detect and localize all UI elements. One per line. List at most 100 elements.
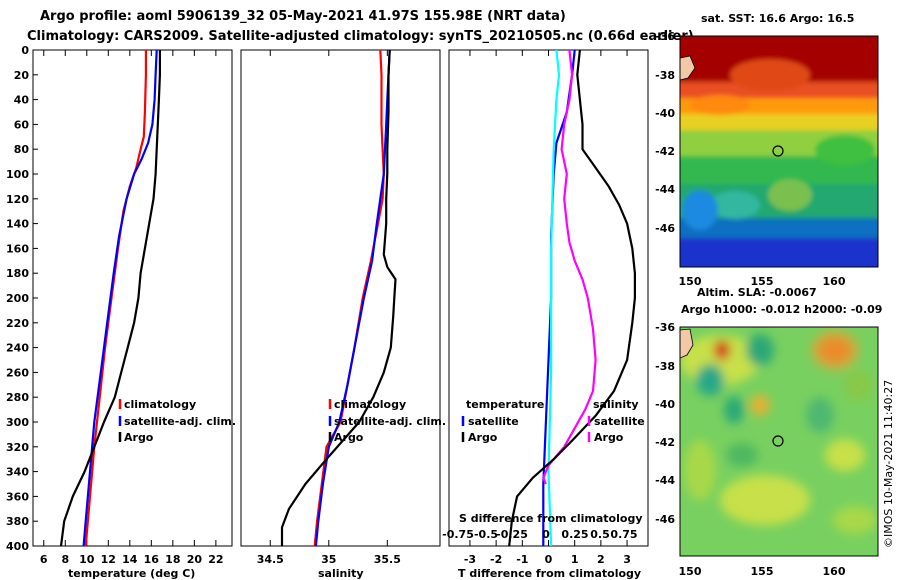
legend-label-argo: Argo [468, 431, 498, 444]
lat-tick: -44 [655, 474, 675, 487]
lat-tick: -42 [655, 145, 675, 158]
series-line-climatology [84, 50, 147, 547]
lat-tick: -38 [655, 69, 675, 82]
lat-tick: -36 [655, 321, 675, 334]
s-diff-tick-label: 0.25 [561, 528, 588, 541]
y-tick-label: 360 [6, 490, 29, 503]
x-tick-label: 16 [144, 553, 160, 566]
series-line-argo [280, 49, 397, 546]
imos-timestamp: ©IMOS 10-May-2021 11:40:27 [882, 380, 895, 548]
x-tick-label: 10 [79, 553, 95, 566]
difference-xlabel: T difference from climatology [458, 567, 641, 580]
s-diff-tick-label: -0.75 [442, 528, 474, 541]
series-line-satellite-adj-clim [314, 49, 391, 547]
y-tick-label: 340 [6, 466, 29, 479]
difference-x-axis: -3 -2 -1 0 1 2 3 [464, 50, 631, 566]
y-tick-label: 400 [6, 540, 29, 553]
lon-tick: 155 [751, 565, 774, 578]
lat-tick: -44 [655, 183, 675, 196]
sst-map-lat-axis: -36 -38 -40 -42 -44 -46 [655, 30, 675, 235]
x-tick-label: 35 [321, 553, 336, 566]
temperature-panel: 0 20 40 60 80 100 120 140 160 180 200 220 240 260 280 3… [6, 44, 236, 580]
title-line-1: Argo profile: aoml 5906139_32 05-May-202… [40, 9, 566, 24]
x-tick-label: 2 [597, 553, 605, 566]
y-tick-label: 60 [14, 118, 30, 131]
sla-map-lat-axis: -36 -38 -40 -42 -44 -46 [655, 321, 675, 526]
y-tick-label: 0 [21, 44, 29, 57]
sst-map-frame [679, 35, 879, 268]
salinity-series [280, 49, 397, 547]
s-diff-tick-label: 0.75 [610, 528, 637, 541]
series-line-argo [59, 50, 161, 547]
x-tick-label: 1 [571, 553, 579, 566]
s-diff-tick-label: -0.25 [496, 528, 528, 541]
x-tick-label: 0 [545, 553, 553, 566]
lat-tick: -46 [655, 513, 675, 526]
difference-legend: temperature satellite Argo salinity sate… [461, 398, 645, 444]
legend-title-temperature: temperature [466, 398, 544, 411]
lat-tick: -40 [655, 398, 675, 411]
sst-map-lon-axis: 150 155 160 [679, 275, 846, 288]
temperature-series [59, 49, 161, 547]
x-tick-label: -2 [490, 553, 502, 566]
x-tick-label: 12 [101, 553, 116, 566]
series-line-climatology [313, 49, 385, 547]
y-tick-label: 380 [6, 515, 29, 528]
lat-tick: -36 [655, 30, 675, 43]
y-tick-label: 160 [6, 242, 29, 255]
series-line-satellite-adj-clim [82, 49, 158, 547]
legend-label-climatology: climatology [124, 398, 196, 411]
lon-tick: 150 [679, 275, 702, 288]
sla-map-lon-axis: 150 155 160 [679, 565, 846, 578]
x-tick-label: -1 [516, 553, 528, 566]
temperature-xlabel: temperature (deg C) [68, 567, 195, 580]
s-diff-tick-label: 0.5 [590, 528, 610, 541]
x-tick-label: 35.5 [374, 553, 401, 566]
x-tick-label: 20 [187, 553, 203, 566]
series-line-satellite-salinity [547, 49, 561, 547]
legend-label-argo: Argo [334, 431, 364, 444]
legend-label-climatology: climatology [334, 398, 406, 411]
sla-map-field [680, 327, 878, 556]
salinity-x-axis: 34.5 35 35.5 [257, 50, 401, 566]
series-line-argo-salinity [542, 49, 597, 485]
salinity-panel: 34.5 35 35.5 salinity climatology satellit… [240, 49, 446, 580]
s-diff-tick-label: 0 [542, 528, 550, 541]
difference-s-axis: -0.75 -0.5-0.25 0 0.25 0.5 0.75 [442, 528, 637, 541]
series-line-argo-temperature [508, 49, 637, 547]
sla-map-frame [679, 326, 879, 557]
legend-label-satellite: satellite-adj. clim. [124, 415, 236, 428]
x-tick-label: 34.5 [257, 553, 284, 566]
salinity-plot-frame [240, 49, 441, 547]
sla-map-title: Altim. SLA: -0.0067 [697, 286, 817, 299]
x-tick-label: 8 [61, 553, 69, 566]
x-tick-label: 6 [40, 553, 48, 566]
legend-label-satellite: satellite [594, 415, 645, 428]
s-diff-tick-label: -0.5 [474, 528, 498, 541]
difference-s-axis-title: S difference from climatology [459, 512, 643, 525]
y-tick-label: 260 [6, 366, 29, 379]
x-tick-label: 22 [208, 553, 223, 566]
temperature-x-axis: 6 8 10 12 14 16 18 20 22 [40, 50, 224, 566]
x-tick-label: 3 [623, 553, 631, 566]
lat-tick: -40 [655, 107, 675, 120]
sst-map-field [680, 36, 878, 267]
lon-tick: 160 [823, 565, 846, 578]
y-tick-label: 320 [6, 441, 29, 454]
legend-label-argo: Argo [124, 431, 154, 444]
y-tick-label: 280 [6, 391, 29, 404]
salinity-legend: climatology satellite-adj. clim. Argo [328, 398, 446, 444]
difference-series [508, 49, 637, 547]
difference-panel: -3 -2 -1 0 1 2 3 S difference from climatology… [442, 49, 649, 580]
x-tick-label: 18 [165, 553, 180, 566]
y-tick-label: 20 [14, 69, 30, 82]
title-line-2: Climatology: CARS2009. Satellite-adjuste… [27, 29, 694, 44]
salinity-xlabel: salinity [318, 567, 364, 580]
y-tick-label: 120 [6, 193, 29, 206]
y-tick-label: 80 [14, 143, 30, 156]
sst-map-argo-location-marker [772, 145, 784, 157]
temperature-legend: climatology satellite-adj. clim. Argo [118, 398, 236, 444]
lat-tick: -38 [655, 360, 675, 373]
legend-label-argo: Argo [594, 431, 624, 444]
